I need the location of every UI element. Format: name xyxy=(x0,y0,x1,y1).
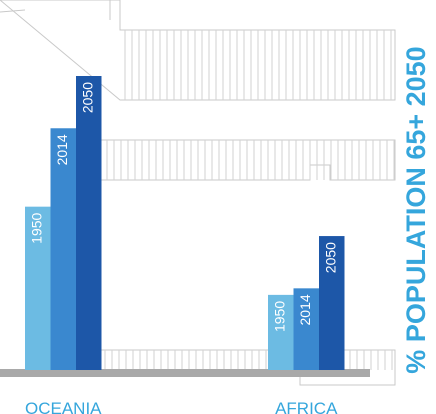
bar xyxy=(319,236,345,370)
bar xyxy=(50,128,76,370)
bar xyxy=(293,288,319,370)
bar-label: 2014 xyxy=(54,134,70,165)
bar xyxy=(25,206,51,370)
bar xyxy=(268,294,294,370)
category-label: OCEANIA xyxy=(25,399,102,414)
background-ribs xyxy=(99,30,395,370)
bar-label: 1950 xyxy=(28,212,44,243)
chart-title: % POPULATION 65+ 2050 xyxy=(401,46,431,373)
category-label: AFRICA xyxy=(275,399,338,414)
bar-label: 2050 xyxy=(322,242,338,273)
bar xyxy=(76,76,102,370)
bar-label: 2014 xyxy=(297,294,313,325)
bar-label: 2050 xyxy=(79,82,95,113)
baseline xyxy=(0,369,370,377)
bar-label: 1950 xyxy=(271,301,287,332)
